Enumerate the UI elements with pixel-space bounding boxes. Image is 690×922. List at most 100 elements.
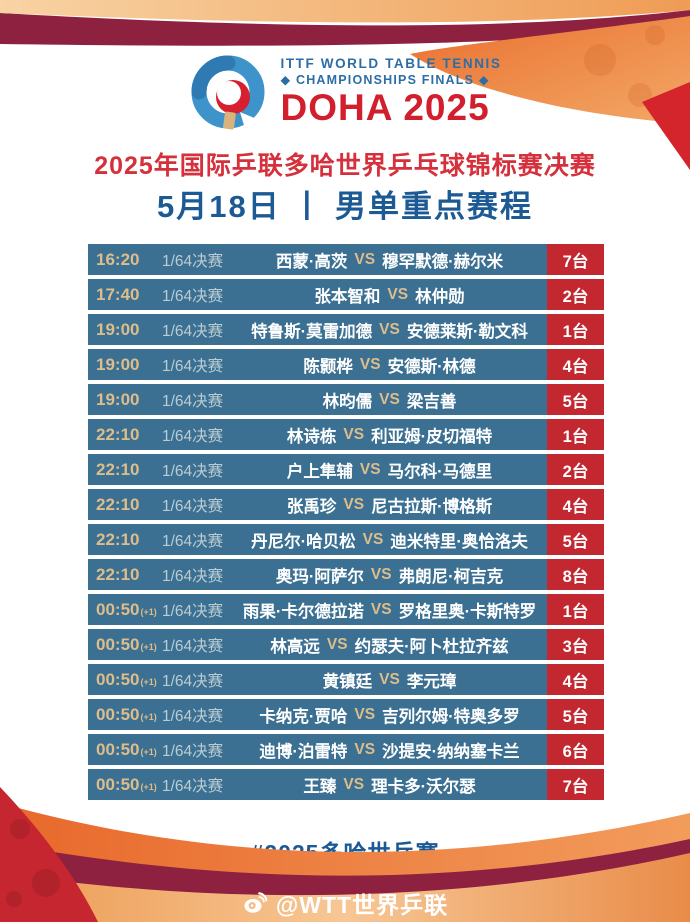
- match-row: 00:50 (+1) 1/64决赛 林高远 VS 约瑟夫·阿卜杜拉齐兹 3台: [88, 629, 604, 660]
- match-row: 00:50 (+1) 1/64决赛 卡纳克·贾哈 VS 吉列尔姆·特奥多罗 5台: [88, 699, 604, 730]
- page-subtitle: 5月18日 丨 男单重点赛程: [157, 189, 533, 224]
- vs-label: VS: [370, 565, 392, 583]
- match-time: 19:00: [88, 349, 162, 380]
- matchup: 丹尼尔·哈贝松 VS 迪米特里·奥恰洛夫: [232, 524, 547, 555]
- match-time: 22:10: [88, 489, 162, 520]
- match-row: 00:50 (+1) 1/64决赛 雨果·卡尔德拉诺 VS 罗格里奥·卡斯特罗 …: [88, 594, 604, 625]
- match-time-value: 16:20: [96, 249, 140, 269]
- match-round: 1/64决赛: [162, 252, 224, 270]
- vs-label: VS: [379, 670, 400, 688]
- match-round: 1/64决赛: [162, 707, 224, 725]
- player2-name: 尼古拉斯·博格斯: [371, 497, 493, 516]
- player2-name: 林仲勋: [415, 287, 465, 306]
- match-time-value: 00:50: [96, 634, 140, 654]
- vs-label: VS: [362, 530, 384, 548]
- ittf-doha-logo-icon: [191, 55, 265, 132]
- matchup: 陈颢桦 VS 安德斯·林德: [232, 349, 547, 380]
- player2-name: 安德莱斯·勒文科: [406, 322, 528, 341]
- table-number-badge: 4台: [547, 664, 604, 695]
- match-row: 22:10 1/64决赛 户上隼辅 VS 马尔科·马德里 2台: [88, 454, 604, 485]
- table-number-badge: 5台: [547, 699, 604, 730]
- player2-name: 沙提安·纳纳塞卡兰: [382, 742, 520, 761]
- table-number-badge: 7台: [547, 244, 604, 275]
- player1-name: 林高远: [270, 637, 320, 656]
- vs-label: VS: [359, 355, 381, 373]
- match-time-value: 19:00: [96, 319, 140, 339]
- matchup: 张禹珍 VS 尼古拉斯·博格斯: [232, 489, 547, 520]
- table-number-badge: 2台: [547, 279, 604, 310]
- vs-label: VS: [354, 705, 376, 723]
- match-time: 00:50 (+1): [88, 664, 162, 695]
- player2-name: 弗朗尼·柯吉克: [398, 567, 504, 586]
- player1-name: 丹尼尔·哈贝松: [251, 532, 356, 551]
- vs-label: VS: [343, 425, 365, 443]
- player1-name: 奥玛·阿萨尔: [275, 567, 364, 586]
- match-round: 1/64决赛: [162, 637, 224, 655]
- match-round: 1/64决赛: [162, 777, 224, 795]
- player2-name: 罗格里奥·卡斯特罗: [398, 602, 537, 621]
- match-row: 17:40 1/64决赛 张本智和 VS 林仲勋 2台: [88, 279, 604, 310]
- match-row: 19:00 1/64决赛 陈颢桦 VS 安德斯·林德 4台: [88, 349, 604, 380]
- match-time-value: 17:40: [96, 284, 140, 304]
- player1-name: 户上隼辅: [286, 462, 353, 481]
- table-number-badge: 1台: [547, 594, 604, 625]
- player2-name: 安德斯·林德: [387, 357, 476, 376]
- player2-name: 穆罕默德·赫尔米: [382, 252, 504, 271]
- player2-name: 理卡多·沃尔瑟: [371, 777, 476, 796]
- match-time: 22:10: [88, 559, 162, 590]
- match-round: 1/64决赛: [162, 672, 224, 690]
- match-time-value: 19:00: [96, 389, 140, 409]
- vs-label: VS: [370, 600, 392, 618]
- match-time: 00:50 (+1): [88, 769, 162, 800]
- table-number-badge: 3台: [547, 629, 604, 660]
- match-row: 22:10 1/64决赛 奥玛·阿萨尔 VS 弗朗尼·柯吉克 8台: [88, 559, 604, 590]
- player1-name: 迪博·泊雷特: [259, 742, 348, 761]
- schedule-table: 16:20 1/64决赛 西蒙·高茨 VS 穆罕默德·赫尔米 7台 17:40 …: [88, 244, 604, 804]
- logo-city-year: DOHA 2025: [280, 87, 490, 129]
- player1-name: 黄镇廷: [322, 672, 373, 691]
- page-title: 2025年国际乒联多哈世界乒乓球锦标赛决赛: [94, 152, 596, 180]
- player1-name: 林诗栋: [286, 427, 337, 446]
- table-number-badge: 5台: [547, 384, 604, 415]
- player2-name: 约瑟夫·阿卜杜拉齐兹: [354, 637, 509, 656]
- vs-label: VS: [354, 740, 376, 758]
- match-time-value: 22:10: [96, 494, 140, 514]
- player1-name: 西蒙·高茨: [275, 252, 348, 271]
- match-time-value: 00:50: [96, 774, 140, 794]
- match-round: 1/64决赛: [162, 462, 224, 480]
- hashtag: #2025多哈世乒赛: [250, 840, 440, 866]
- match-row: 19:00 1/64决赛 特鲁斯·莫雷加德 VS 安德莱斯·勒文科 1台: [88, 314, 604, 345]
- player2-name: 吉列尔姆·特奥多罗: [382, 707, 520, 726]
- day-offset-label: (+1): [140, 781, 157, 792]
- matchup: 奥玛·阿萨尔 VS 弗朗尼·柯吉克: [232, 559, 547, 590]
- match-time: 00:50 (+1): [88, 734, 162, 765]
- match-time: 22:10: [88, 419, 162, 450]
- match-time: 00:50 (+1): [88, 629, 162, 660]
- matchup: 雨果·卡尔德拉诺 VS 罗格里奥·卡斯特罗: [232, 594, 547, 625]
- vs-label: VS: [359, 460, 381, 478]
- day-offset-label: (+1): [140, 641, 157, 652]
- vs-label: VS: [387, 285, 409, 303]
- matchup: 王臻 VS 理卡多·沃尔瑟: [232, 769, 547, 800]
- logo-text-block: ITTF WORLD TABLE TENNIS ◆ CHAMPIONSHIPS …: [280, 56, 501, 128]
- player2-name: 梁吉善: [406, 392, 457, 411]
- match-round: 1/64决赛: [162, 602, 224, 620]
- match-row: 22:10 1/64决赛 张禹珍 VS 尼古拉斯·博格斯 4台: [88, 489, 604, 520]
- logo-line1: ITTF WORLD TABLE TENNIS: [280, 55, 502, 71]
- player1-name: 张本智和: [314, 287, 381, 306]
- vs-label: VS: [343, 495, 365, 513]
- vs-label: VS: [343, 775, 365, 793]
- match-row: 19:00 1/64决赛 林昀儒 VS 梁吉善 5台: [88, 384, 604, 415]
- day-offset-label: (+1): [140, 676, 157, 687]
- matchup: 张本智和 VS 林仲勋: [232, 279, 547, 310]
- vs-label: VS: [326, 635, 348, 653]
- table-number-badge: 1台: [547, 314, 604, 345]
- match-row: 00:50 (+1) 1/64决赛 黄镇廷 VS 李元璋 4台: [88, 664, 604, 695]
- match-round: 1/64决赛: [162, 287, 224, 305]
- player1-name: 雨果·卡尔德拉诺: [242, 602, 364, 621]
- match-round: 1/64决赛: [162, 427, 224, 445]
- player1-name: 林昀儒: [322, 392, 373, 411]
- match-time: 00:50 (+1): [88, 699, 162, 730]
- match-round: 1/64决赛: [162, 392, 224, 410]
- matchup: 林高远 VS 约瑟夫·阿卜杜拉齐兹: [232, 629, 547, 660]
